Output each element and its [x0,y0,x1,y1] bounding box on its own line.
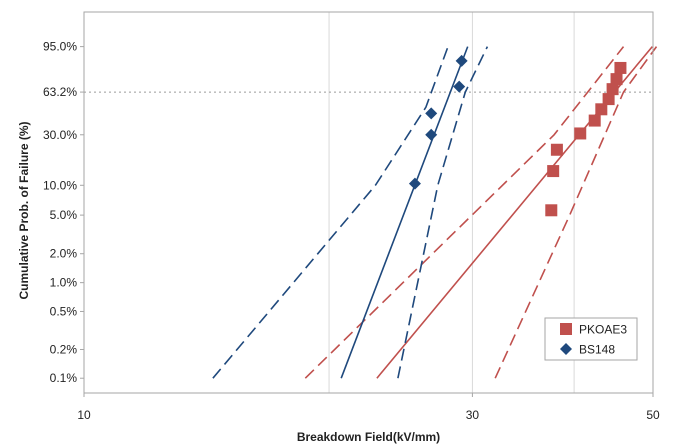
confidence-bound-pkoae3-lower [304,46,625,379]
data-point-bs148 [453,80,466,93]
y-tick-label: 95.0% [43,40,77,54]
data-points [408,54,627,217]
y-tick-label: 2.0% [50,247,78,261]
y-tick-label: 0.2% [50,342,78,356]
x-tick-label: 50 [646,408,660,422]
data-point-pkoae3 [545,204,558,217]
data-point-pkoae3 [602,93,615,106]
legend-label-pkoae3: PKOAE3 [579,323,627,337]
x-tick-label: 10 [77,408,91,422]
data-point-pkoae3 [574,127,587,140]
fit-line-bs148 [340,46,469,379]
legend-marker-bs148 [560,343,572,355]
x-tick-labels: 10 30 50 [77,393,660,422]
data-point-bs148 [425,128,438,141]
x-tick-label: 30 [466,408,480,422]
y-tick-label: 1.0% [50,276,78,290]
x-axis-title: Breakdown Field(kV/mm) [297,430,440,444]
legend: PKOAE3 BS148 [544,317,638,361]
confidence-bound-bs148-upper [397,46,489,379]
plot-area-frame [83,11,654,394]
data-point-pkoae3 [610,73,623,86]
data-point-bs148 [455,54,468,67]
confidence-bound-bs148-lower [212,46,449,379]
y-tick-label: 0.1% [50,371,78,385]
y-tick-label: 30.0% [43,128,77,142]
data-point-pkoae3 [588,114,601,127]
data-point-bs148 [425,107,438,120]
data-point-pkoae3 [547,165,560,178]
data-point-pkoae3 [606,83,619,96]
y-tick-label: 5.0% [50,208,78,222]
data-point-pkoae3 [595,103,608,116]
y-tick-labels: 0.1% 0.2% 0.5% 1.0% 2.0% 5.0% 10.0% 30.0% 63.2% 9… [43,40,84,385]
legend-marker-pkoae3 [560,323,572,335]
y-axis-title: Cumulative Prob. of Failure (%) [17,121,31,299]
y-tick-label: 0.5% [50,304,78,318]
data-point-pkoae3 [614,61,627,74]
y-tick-label: 63.2% [43,85,77,99]
data-point-pkoae3 [550,143,563,156]
legend-label-bs148: BS148 [579,343,615,357]
data-point-bs148 [408,177,421,190]
y-tick-label: 10.0% [43,178,77,192]
